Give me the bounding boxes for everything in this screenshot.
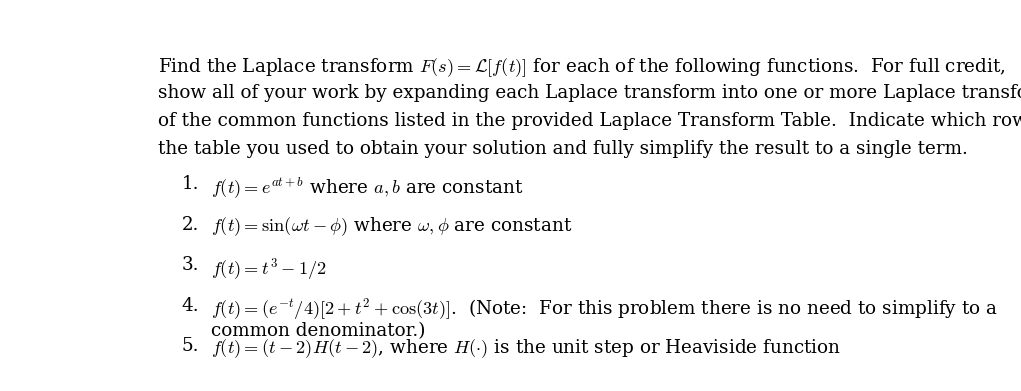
Text: 5.: 5. xyxy=(182,337,199,355)
Text: $f(t) = (e^{-t}/4)[2 + t^2 + \cos(3t)]$.  (Note:  For this problem there is no n: $f(t) = (e^{-t}/4)[2 + t^2 + \cos(3t)]$.… xyxy=(210,297,998,323)
Text: $f(t) = \sin(\omega t - \phi)$ where $\omega, \phi$ are constant: $f(t) = \sin(\omega t - \phi)$ where $\o… xyxy=(210,215,572,238)
Text: of the common functions listed in the provided Laplace Transform Table.  Indicat: of the common functions listed in the pr… xyxy=(157,112,1021,130)
Text: $f(t) = (t-2)H(t-2)$, where $H(\cdot)$ is the unit step or Heaviside function: $f(t) = (t-2)H(t-2)$, where $H(\cdot)$ i… xyxy=(210,337,841,360)
Text: 1.: 1. xyxy=(182,175,199,193)
Text: show all of your work by expanding each Laplace transform into one or more Lapla: show all of your work by expanding each … xyxy=(157,84,1021,102)
Text: Find the Laplace transform $F(s) = \mathcal{L}[f(t)]$ for each of the following : Find the Laplace transform $F(s) = \math… xyxy=(157,56,1006,79)
Text: $f(t) = e^{at+b}$ where $a, b$ are constant: $f(t) = e^{at+b}$ where $a, b$ are const… xyxy=(210,175,523,200)
Text: 4.: 4. xyxy=(182,297,199,315)
Text: 3.: 3. xyxy=(182,256,199,274)
Text: 2.: 2. xyxy=(182,215,199,233)
Text: the table you used to obtain your solution and fully simplify the result to a si: the table you used to obtain your soluti… xyxy=(157,140,968,158)
Text: common denominator.): common denominator.) xyxy=(210,322,425,340)
Text: $f(t) = t^3 - 1/2$: $f(t) = t^3 - 1/2$ xyxy=(210,256,327,282)
